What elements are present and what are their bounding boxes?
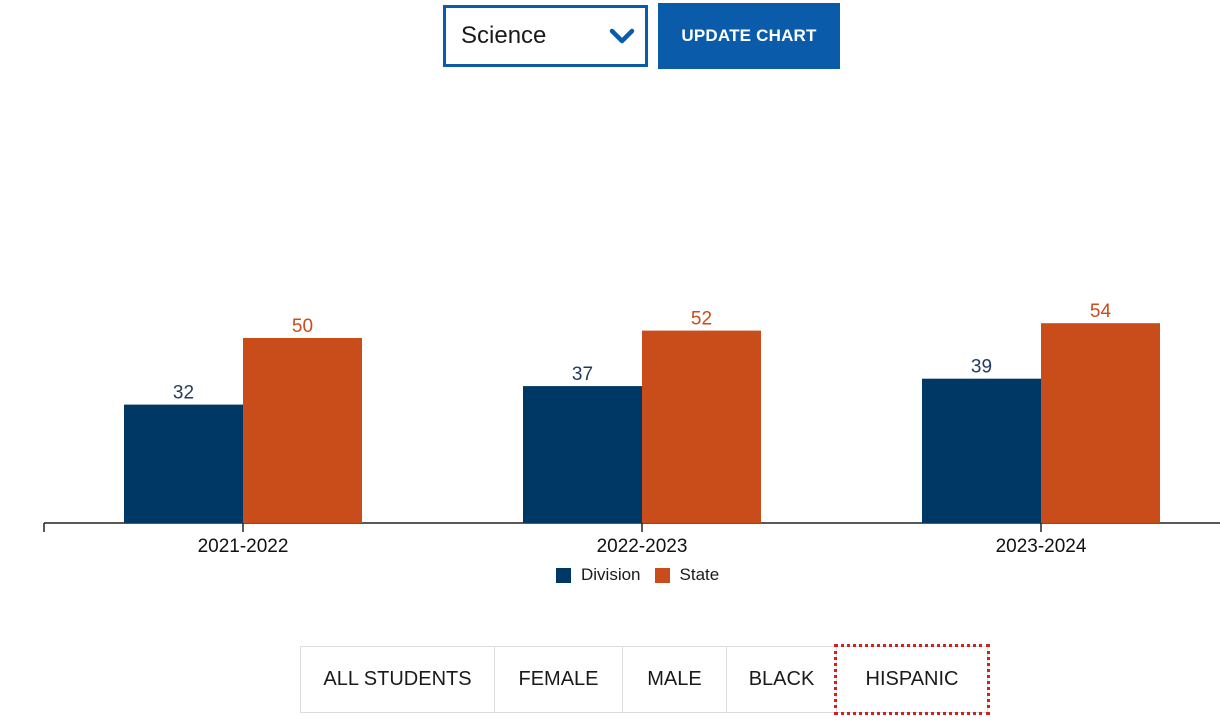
tab-female[interactable]: FEMALE — [495, 647, 623, 712]
bar-chart: 2021-2022 32 50 2022-2023 37 52 2023-2024 39 54 — [43, 301, 1220, 557]
tab-all-students[interactable]: ALL STUDENTS — [301, 647, 495, 712]
legend-label-state: State — [679, 565, 720, 584]
legend-swatch-state — [654, 567, 670, 583]
legend-item-state: State — [654, 565, 720, 585]
data-label-division: 37 — [572, 364, 593, 385]
student-group-tabs: ALL STUDENTS FEMALE MALE BLACK HISPANIC — [300, 644, 990, 715]
bar-state — [642, 330, 761, 523]
data-label-division: 39 — [971, 357, 992, 378]
data-label-state: 50 — [292, 316, 313, 337]
subject-select-value: Science — [461, 22, 547, 49]
bar-state — [1041, 323, 1160, 523]
bar-division — [523, 386, 642, 523]
subject-select[interactable]: Science — [443, 5, 648, 67]
x-tick-label: 2022-2023 — [597, 536, 688, 557]
data-label-state: 52 — [691, 309, 712, 330]
bar-division — [124, 404, 243, 523]
tab-male[interactable]: MALE — [623, 647, 727, 712]
tab-hispanic[interactable]: HISPANIC — [834, 644, 990, 715]
data-label-division: 32 — [173, 383, 194, 404]
legend-swatch-division — [556, 567, 571, 583]
bar-state — [243, 338, 362, 523]
bar-division — [922, 378, 1041, 523]
legend-label-division: Division — [581, 565, 641, 584]
update-chart-button[interactable]: UPDATE CHART — [658, 3, 840, 69]
tab-black[interactable]: BLACK — [727, 647, 837, 712]
x-tick-label: 2023-2024 — [996, 536, 1087, 557]
chart-legend: Division State — [556, 565, 733, 585]
x-tick-label: 2021-2022 — [198, 536, 289, 557]
chevron-down-icon — [609, 28, 635, 44]
legend-item-division: Division — [556, 565, 641, 585]
data-label-state: 54 — [1090, 301, 1112, 322]
